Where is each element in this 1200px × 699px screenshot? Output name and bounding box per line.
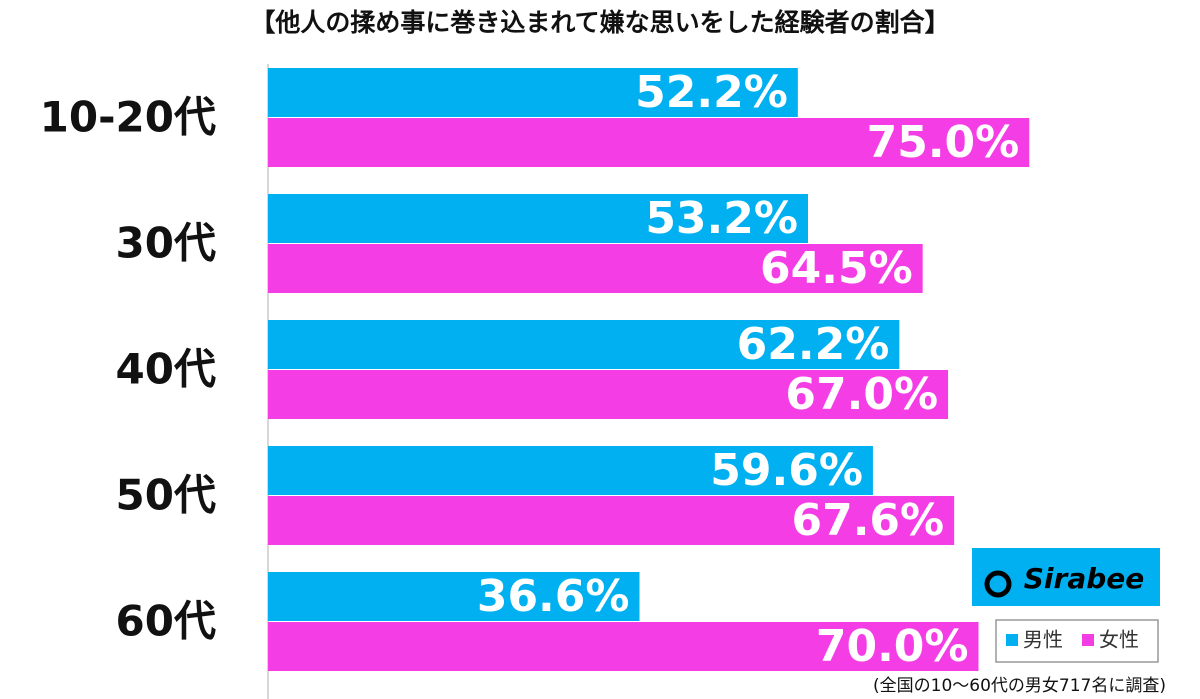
footnote: (全国の10〜60代の男女717名に調査): [873, 676, 1166, 696]
bar: [268, 572, 640, 621]
bar: [268, 244, 923, 293]
bar: [268, 194, 808, 243]
bar: [268, 446, 873, 495]
category-label: 10-20代: [40, 93, 216, 142]
logo-text: Sirabee: [1024, 562, 1145, 595]
category-label: 60代: [116, 597, 216, 646]
bar: [268, 68, 798, 117]
bar: [268, 320, 900, 369]
category-label: 30代: [116, 219, 216, 268]
value-label: 36.6%: [477, 571, 630, 622]
legend-label: 女性: [1099, 628, 1139, 652]
value-label: 59.6%: [710, 445, 863, 496]
category-label: 50代: [116, 471, 216, 520]
value-label: 67.0%: [785, 369, 938, 420]
category-label: 40代: [116, 345, 216, 394]
value-label: 53.2%: [645, 193, 798, 244]
chart-title: 【他人の揉め事に巻き込まれて嫌な思いをした経験者の割合】: [250, 8, 949, 37]
value-label: 70.0%: [816, 621, 969, 672]
bar: [268, 622, 979, 671]
value-label: 52.2%: [635, 67, 788, 118]
logo-icon: [984, 570, 1012, 598]
value-label: 75.0%: [867, 117, 1020, 168]
legend-swatch: [1006, 634, 1018, 646]
value-label: 62.2%: [737, 319, 890, 370]
bar: [268, 496, 955, 545]
bar: [268, 118, 1030, 167]
legend-swatch: [1082, 634, 1094, 646]
value-label: 64.5%: [760, 243, 913, 294]
legend-box: [995, 619, 1159, 663]
value-label: 67.6%: [791, 495, 944, 546]
legend-label: 男性: [1023, 628, 1063, 652]
bar: [268, 370, 949, 419]
